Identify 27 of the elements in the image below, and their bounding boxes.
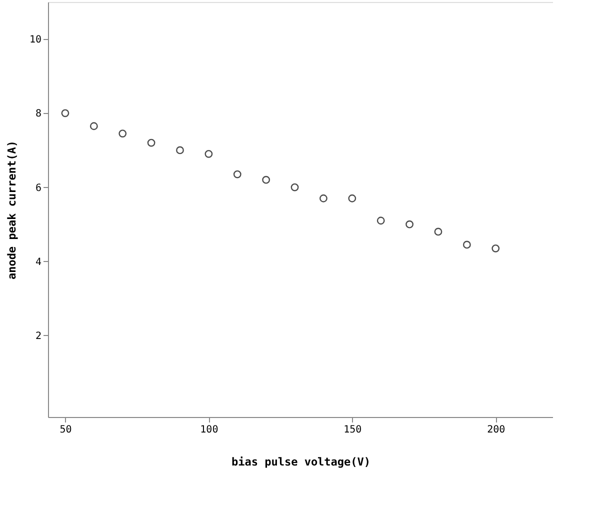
point [61, 109, 70, 118]
point [462, 240, 471, 249]
point [147, 138, 156, 147]
point [434, 228, 442, 236]
x-axis-title: bias pulse voltage(V) [231, 456, 371, 468]
point [262, 176, 270, 184]
point [290, 183, 299, 192]
x-tick-label: 200 [487, 424, 506, 436]
y-tick-label: 8 [35, 108, 42, 120]
point [90, 122, 98, 130]
point [204, 150, 213, 158]
y-tick-label: 2 [35, 330, 42, 342]
point [492, 244, 500, 252]
point [176, 146, 184, 154]
y-tick-label: 6 [35, 182, 42, 194]
point [118, 130, 127, 138]
point [320, 194, 328, 202]
point [406, 220, 414, 228]
y-tick-label: 4 [35, 256, 42, 268]
x-tick-label: 50 [60, 424, 72, 436]
x-tick-label: 100 [200, 424, 218, 436]
x-tick-label: 150 [344, 424, 362, 436]
point [233, 170, 242, 178]
y-axis-title: anode peak current(A) [5, 140, 18, 280]
point [348, 194, 356, 202]
point [376, 216, 385, 225]
y-tick-label: 10 [29, 34, 42, 46]
